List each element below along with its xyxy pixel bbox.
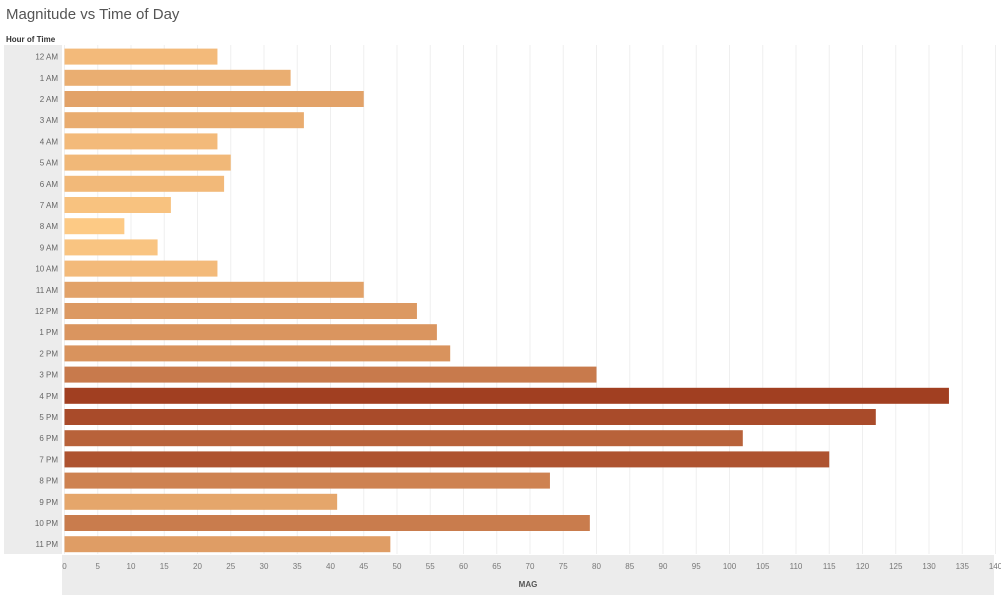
- row-label: 5 PM: [39, 413, 58, 422]
- row-label: 8 PM: [39, 477, 58, 486]
- bar[interactable]: [64, 366, 597, 383]
- x-tick-label: 110: [790, 562, 803, 571]
- x-tick-label: 60: [459, 562, 468, 571]
- x-tick-label: 80: [592, 562, 601, 571]
- row-label: 1 PM: [39, 328, 58, 337]
- row-label: 6 PM: [39, 434, 58, 443]
- x-tick-label: 65: [492, 562, 501, 571]
- bar[interactable]: [64, 536, 391, 553]
- bar[interactable]: [64, 154, 231, 171]
- row-label: 10 AM: [35, 265, 58, 274]
- x-tick-label: 5: [96, 562, 101, 571]
- x-tick-label: 140: [989, 562, 1001, 571]
- x-tick-label: 55: [426, 562, 435, 571]
- x-tick-label: 120: [856, 562, 870, 571]
- bar[interactable]: [64, 472, 550, 489]
- bar[interactable]: [64, 324, 437, 341]
- x-tick-label: 30: [260, 562, 269, 571]
- row-header-label: Hour of Time: [6, 35, 56, 44]
- x-tick-label: 90: [659, 562, 668, 571]
- bar[interactable]: [64, 345, 451, 362]
- x-tick-label: 25: [226, 562, 235, 571]
- row-label: 11 AM: [36, 286, 58, 295]
- row-label: 3 PM: [39, 371, 58, 380]
- row-header-band: [4, 45, 62, 554]
- x-tick-label: 95: [692, 562, 701, 571]
- row-label: 7 PM: [39, 455, 58, 464]
- bar[interactable]: [64, 409, 876, 425]
- row-label: 1 AM: [40, 74, 59, 83]
- x-axis-title: MAG: [519, 580, 538, 589]
- x-tick-label: 100: [723, 562, 737, 571]
- x-tick-label: 105: [756, 562, 770, 571]
- x-axis-ticks: 0 5 10 15 20 25 30 35 40 45 50 55 60 65 70 75 80 85 90 95 10…: [62, 562, 1001, 571]
- row-label: 4 PM: [39, 392, 58, 401]
- x-tick-label: 125: [889, 562, 903, 571]
- row-label: 9 PM: [39, 498, 58, 507]
- x-tick-label: 10: [127, 562, 136, 571]
- row-label: 2 AM: [40, 95, 59, 104]
- bar[interactable]: [64, 515, 590, 531]
- x-tick-label: 40: [326, 562, 335, 571]
- x-axis-band: [62, 555, 994, 595]
- row-label: 11 PM: [35, 540, 58, 549]
- bar[interactable]: [64, 218, 125, 235]
- bar[interactable]: [64, 239, 158, 256]
- row-label: 9 AM: [40, 243, 59, 252]
- bar[interactable]: [64, 91, 364, 107]
- row-label: 3 AM: [40, 116, 59, 125]
- row-label: 12 AM: [35, 53, 58, 62]
- row-label: 5 AM: [40, 159, 59, 168]
- bar[interactable]: [64, 493, 338, 510]
- bar[interactable]: [64, 175, 225, 192]
- bar[interactable]: [64, 260, 218, 277]
- x-tick-label: 50: [393, 562, 402, 571]
- row-label: 6 AM: [40, 180, 59, 189]
- chart-title: Magnitude vs Time of Day: [6, 6, 180, 23]
- gridlines: [64, 45, 996, 554]
- x-tick-label: 0: [62, 562, 67, 571]
- row-label: 8 AM: [40, 222, 59, 231]
- row-label: 10 PM: [35, 519, 58, 528]
- bars: [64, 48, 949, 553]
- bar[interactable]: [64, 430, 743, 447]
- x-tick-label: 75: [559, 562, 568, 571]
- bar[interactable]: [64, 281, 364, 298]
- x-tick-label: 45: [359, 562, 368, 571]
- x-tick-label: 85: [625, 562, 634, 571]
- x-tick-label: 130: [922, 562, 936, 571]
- bar[interactable]: [64, 69, 291, 86]
- bar[interactable]: [64, 387, 949, 404]
- x-tick-label: 70: [526, 562, 535, 571]
- row-label: 12 PM: [35, 307, 58, 316]
- bar[interactable]: [64, 112, 304, 129]
- bar[interactable]: [64, 451, 830, 468]
- row-label: 2 PM: [39, 349, 58, 358]
- row-labels: 12 AM 1 AM 2 AM 3 AM 4 AM 5 AM 6 AM 7 AM 8 AM 9 A…: [35, 53, 58, 550]
- bar[interactable]: [64, 303, 417, 319]
- row-label: 4 AM: [40, 137, 59, 146]
- row-label: 7 AM: [40, 201, 59, 210]
- x-tick-label: 20: [193, 562, 202, 571]
- bar[interactable]: [64, 48, 218, 65]
- x-tick-label: 135: [956, 562, 970, 571]
- x-tick-label: 15: [160, 562, 169, 571]
- x-tick-label: 115: [823, 562, 836, 571]
- x-tick-label: 35: [293, 562, 302, 571]
- bar[interactable]: [64, 197, 171, 213]
- bar[interactable]: [64, 133, 218, 150]
